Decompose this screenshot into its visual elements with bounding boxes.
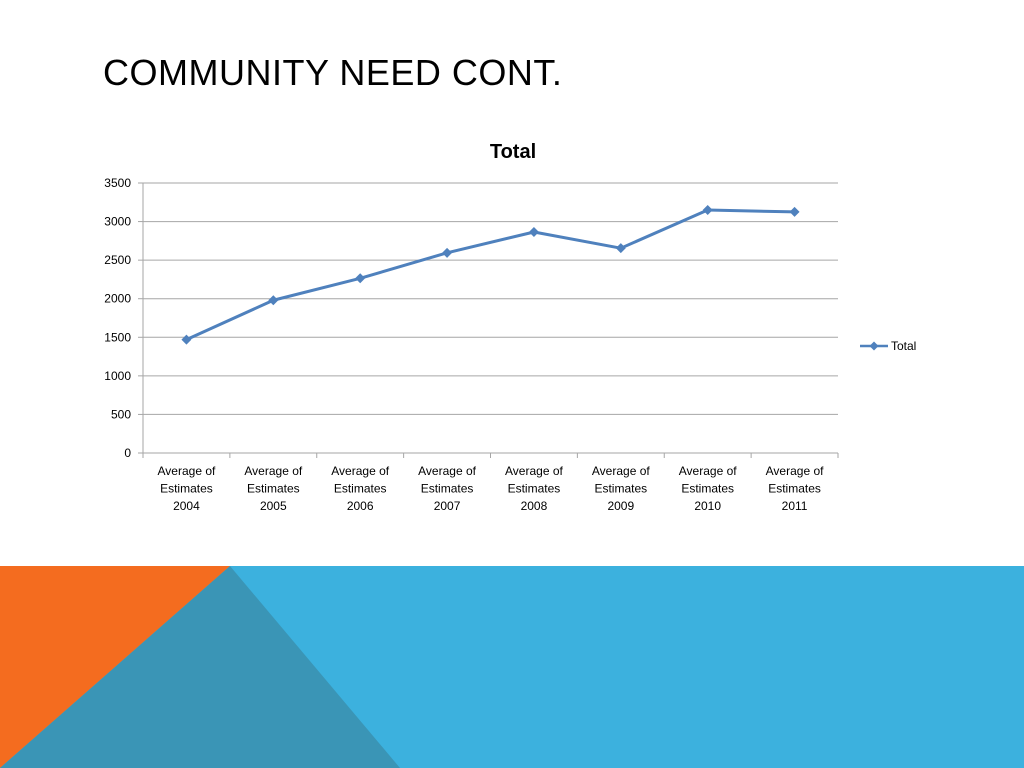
- data-point-3: [442, 247, 453, 258]
- x-tick-label-line: Average of: [331, 464, 389, 478]
- chart-title: Total: [490, 141, 536, 163]
- x-tick-label: Average of Estimates 2007: [418, 464, 476, 513]
- y-tick-label: 3000: [104, 215, 131, 229]
- x-tick-label-line: 2006: [347, 499, 374, 513]
- x-tick-label-line: Average of: [766, 464, 824, 478]
- slide-title: COMMUNITY NEED CONT.: [103, 52, 563, 93]
- x-tick-label-line: Estimates: [594, 482, 647, 496]
- axes: [138, 182, 839, 458]
- series-total: [181, 205, 800, 345]
- data-point-6: [702, 205, 713, 215]
- x-tick-label-line: Estimates: [247, 482, 300, 496]
- x-tick-label-line: Average of: [418, 464, 476, 478]
- gridlines: [143, 182, 838, 415]
- x-tick-label-line: 2011: [782, 499, 808, 513]
- x-tick-label-line: Estimates: [508, 482, 561, 496]
- x-tick-label: Average of Estimates 2004: [158, 464, 216, 513]
- x-tick-label-line: Estimates: [334, 482, 387, 496]
- y-tick-label: 1500: [104, 330, 131, 344]
- x-tick-label-line: 2010: [694, 499, 721, 513]
- series-line-total: [185, 208, 795, 341]
- x-tick-label-line: 2005: [260, 499, 287, 513]
- x-tick-label-line: Estimates: [681, 482, 734, 496]
- x-tick-label: Average of Estimates 2005: [244, 464, 302, 513]
- x-tick-label-line: Estimates: [160, 482, 213, 496]
- data-point-7: [789, 206, 800, 217]
- x-tick-label-line: Average of: [158, 464, 216, 478]
- x-tick-label-line: 2007: [434, 499, 461, 513]
- y-tick-label: 2500: [104, 253, 131, 267]
- x-tick-label-line: Average of: [679, 464, 737, 478]
- x-tick-label-line: 2008: [521, 499, 548, 513]
- legend: Total: [860, 339, 916, 353]
- y-tick-label: 3500: [104, 176, 131, 190]
- legend-label: Total: [891, 339, 916, 353]
- x-tick-label-line: Average of: [592, 464, 650, 478]
- x-tick-label-line: Estimates: [421, 482, 474, 496]
- x-tick-label-line: 2004: [173, 499, 200, 513]
- x-tick-label: Average of Estimates 2010: [679, 464, 737, 513]
- data-point-5: [615, 243, 626, 254]
- y-tick-label: 0: [124, 446, 131, 460]
- x-tick-label: Average of Estimates 2011: [766, 464, 824, 513]
- x-tick-label-line: 2009: [607, 499, 634, 513]
- x-tick-labels: Average of Estimates 2004 Average of Estimat…: [158, 464, 825, 513]
- footer-band-teal: [0, 566, 400, 768]
- x-tick-label-line: Average of: [244, 464, 302, 478]
- x-tick-label: Average of Estimates 2006: [331, 464, 389, 513]
- x-tick-label-line: Average of: [505, 464, 563, 478]
- y-tick-labels: 0 500 1000 1500 2000 2500 3000 3500: [104, 176, 131, 460]
- x-tick-label-line: Estimates: [768, 482, 821, 496]
- data-point-0: [181, 334, 192, 345]
- y-tick-label: 2000: [104, 292, 131, 306]
- legend-marker: [869, 341, 879, 351]
- data-point-1: [268, 295, 279, 306]
- x-tick-label: Average of Estimates 2009: [592, 464, 650, 513]
- y-tick-label: 500: [111, 407, 131, 421]
- data-point-4: [528, 226, 539, 237]
- y-tick-label: 1000: [104, 369, 131, 383]
- x-tick-label: Average of Estimates 2008: [505, 464, 563, 513]
- data-point-2: [355, 273, 366, 284]
- line-chart: Total 0 500 1000 1500 2000 2500 3000 3500 Avera…: [104, 141, 916, 513]
